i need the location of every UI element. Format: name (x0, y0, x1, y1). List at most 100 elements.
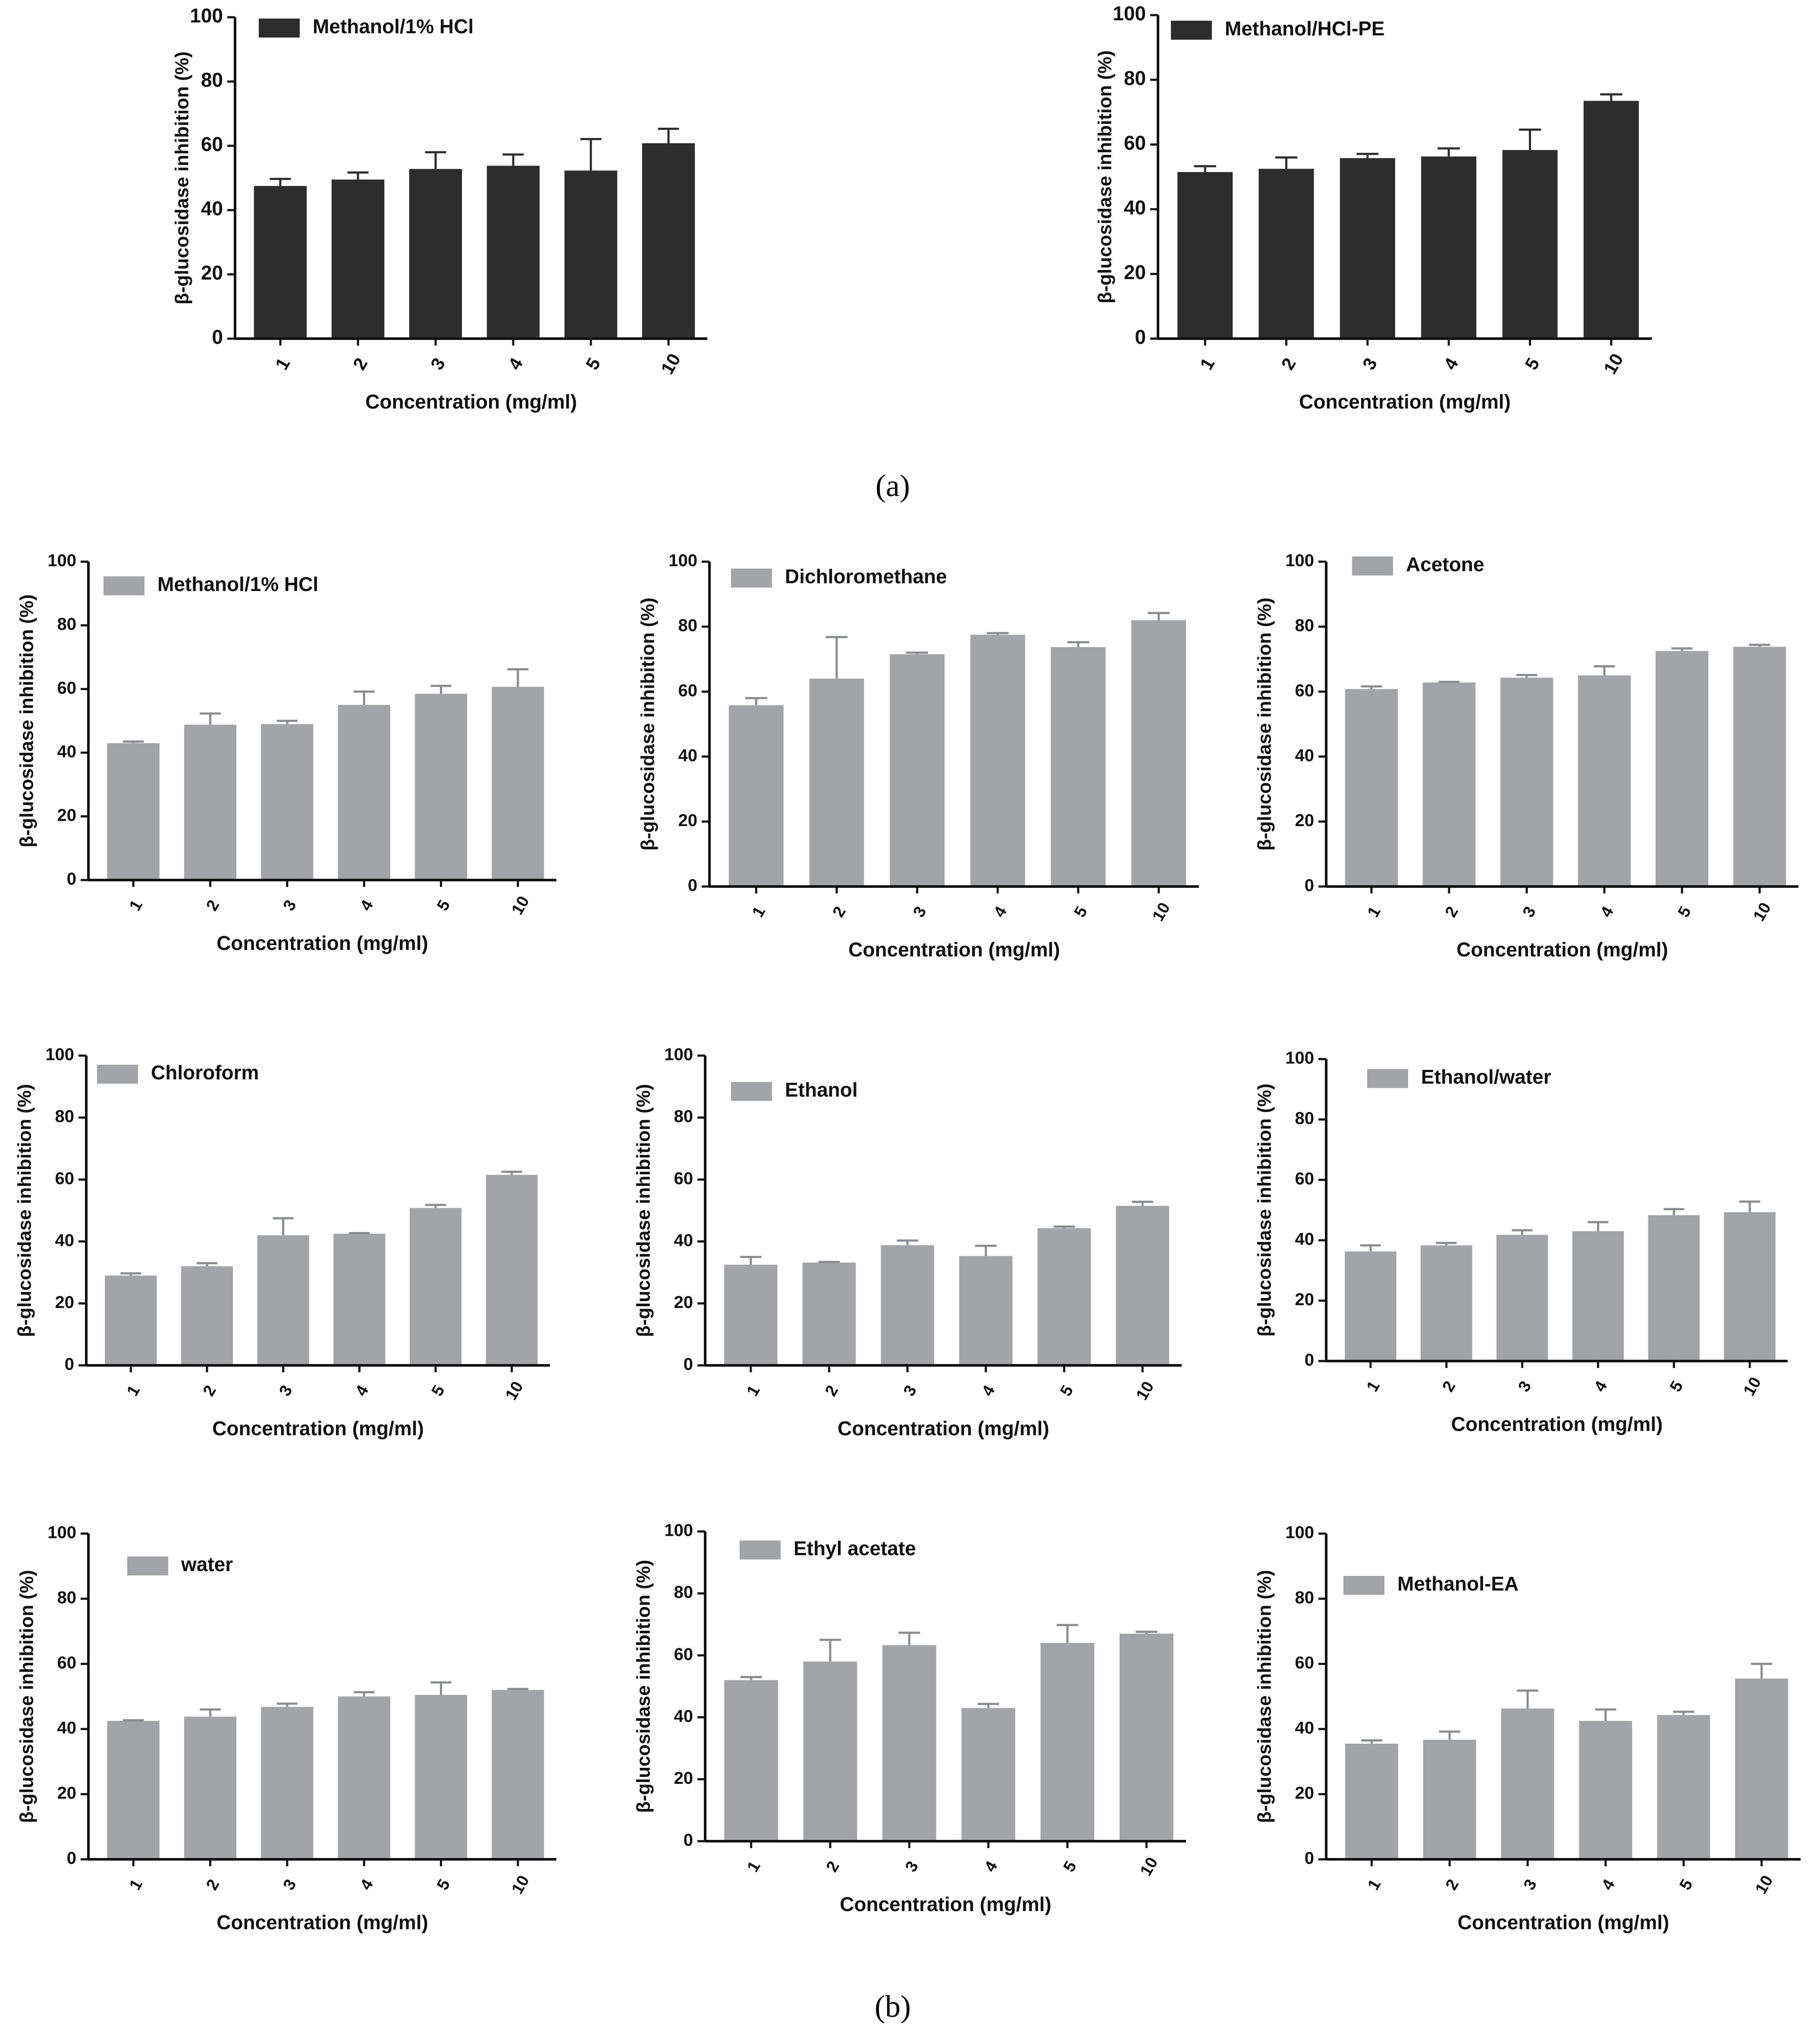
y-tick-label: 40 (674, 1231, 693, 1250)
y-tick-label: 60 (674, 1169, 693, 1188)
bar (1177, 172, 1233, 339)
bar (1579, 1721, 1632, 1859)
y-axis-label: β-glucosidase inhibition (%) (637, 597, 659, 851)
y-tick-label: 40 (678, 746, 698, 765)
y-tick-label: 100 (190, 4, 223, 27)
legend-label: Methanol-EA (1397, 1572, 1519, 1595)
bar (257, 1235, 309, 1365)
y-tick-label: 20 (1295, 811, 1315, 830)
y-tick-label: 100 (1113, 2, 1146, 25)
x-axis-label: Concentration (mg/ml) (840, 1893, 1051, 1915)
y-tick-label: 100 (664, 1045, 693, 1064)
caption-b: (b) (875, 1989, 911, 2024)
bar (882, 1645, 936, 1841)
bar (261, 1707, 314, 1859)
legend-swatch (1171, 21, 1212, 40)
bar (959, 1256, 1013, 1365)
bar (890, 654, 945, 887)
bar (1040, 1643, 1095, 1841)
y-tick-label: 60 (674, 1645, 693, 1664)
x-axis-label: Concentration (mg/ml) (1299, 390, 1511, 413)
legend-swatch (97, 1065, 138, 1084)
bar (1131, 620, 1186, 887)
y-tick-label: 100 (668, 551, 697, 570)
y-tick-label: 20 (1295, 1290, 1315, 1309)
y-tick-label: 80 (1295, 1109, 1315, 1128)
legend-swatch (731, 569, 772, 588)
y-tick-label: 0 (212, 326, 223, 348)
y-tick-label: 20 (1124, 261, 1146, 283)
y-tick-label: 0 (1305, 876, 1314, 895)
y-tick-label: 80 (1295, 1588, 1315, 1607)
y-tick-label: 80 (678, 616, 698, 635)
y-axis-label: β-glucosidase inhibition (%) (16, 594, 38, 848)
bar (1572, 1231, 1624, 1361)
y-tick-label: 40 (57, 742, 77, 761)
x-axis-label: Concentration (mg/ml) (838, 1417, 1049, 1440)
y-tick-label: 20 (57, 806, 77, 825)
legend-label: Ethanol (785, 1078, 858, 1101)
caption-a: (a) (875, 468, 910, 503)
legend-swatch (1367, 1069, 1408, 1088)
y-tick-label: 80 (674, 1583, 693, 1602)
bar (1583, 101, 1639, 339)
bar (1648, 1215, 1700, 1361)
y-tick-label: 100 (1285, 551, 1314, 570)
bar (1258, 169, 1314, 339)
bar (254, 186, 307, 339)
y-tick-label: 40 (1295, 1230, 1315, 1249)
legend-swatch (259, 19, 300, 38)
y-tick-label: 20 (1295, 1784, 1315, 1803)
y-tick-label: 80 (201, 69, 223, 91)
bar (1655, 651, 1709, 887)
y-tick-label: 40 (674, 1707, 693, 1726)
bar (802, 1262, 856, 1365)
legend-swatch (1352, 556, 1393, 575)
y-tick-label: 0 (684, 1831, 693, 1850)
bar (261, 724, 314, 880)
y-tick-label: 40 (1295, 1719, 1315, 1738)
y-tick-label: 20 (674, 1769, 693, 1788)
bar (181, 1266, 233, 1365)
y-axis-label: β-glucosidase inhibition (%) (16, 1570, 38, 1823)
y-tick-label: 0 (67, 1849, 76, 1868)
y-tick-label: 60 (1295, 1654, 1315, 1673)
bar (642, 143, 695, 339)
y-tick-label: 40 (57, 1719, 77, 1738)
bar (881, 1245, 934, 1365)
y-tick-label: 40 (201, 197, 223, 220)
bar (492, 687, 544, 880)
y-tick-label: 100 (45, 1045, 74, 1064)
y-tick-label: 100 (664, 1521, 693, 1540)
y-tick-label: 40 (55, 1231, 75, 1250)
x-axis-label: Concentration (mg/ml) (1456, 938, 1668, 961)
y-tick-label: 60 (57, 1654, 77, 1673)
y-tick-label: 60 (678, 681, 698, 700)
bar (1500, 677, 1553, 887)
bar (338, 705, 390, 880)
x-axis-label: Concentration (mg/ml) (1451, 1413, 1663, 1435)
legend-swatch (740, 1541, 781, 1559)
bar (1345, 1743, 1398, 1859)
y-tick-label: 80 (55, 1107, 75, 1126)
bar (1501, 1708, 1554, 1859)
y-axis-label: β-glucosidase inhibition (%) (14, 1084, 35, 1337)
y-tick-label: 0 (67, 870, 76, 889)
x-axis-label: Concentration (mg/ml) (848, 938, 1060, 961)
legend-swatch (104, 576, 144, 595)
y-tick-label: 0 (684, 1355, 693, 1374)
y-tick-label: 0 (1135, 326, 1146, 348)
bar (486, 1175, 538, 1365)
y-tick-label: 80 (1295, 616, 1315, 635)
bar (486, 166, 540, 339)
bar (1340, 158, 1395, 339)
y-tick-label: 100 (1285, 1523, 1314, 1542)
bar (809, 679, 864, 887)
bar (1051, 647, 1106, 887)
